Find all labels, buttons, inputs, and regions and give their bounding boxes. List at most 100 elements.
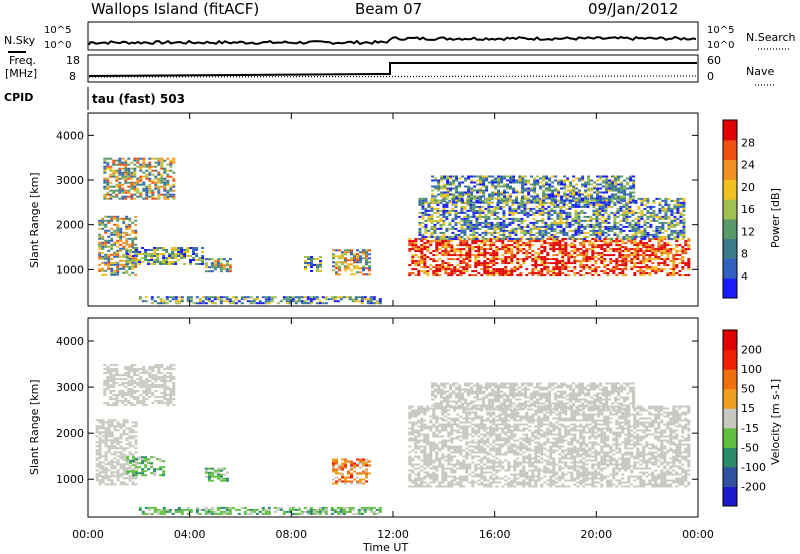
power-cell	[623, 179, 627, 182]
velocity-cell	[148, 366, 152, 369]
power-cell	[672, 264, 676, 267]
power-cell	[151, 165, 155, 168]
power-cell	[588, 240, 592, 243]
power-cell	[493, 205, 497, 208]
power-cell	[486, 240, 490, 243]
velocity-cell	[109, 404, 113, 407]
power-cell	[445, 217, 449, 220]
velocity-cell	[160, 396, 164, 399]
power-cell	[598, 211, 602, 214]
power-cell	[319, 260, 322, 262]
power-cell	[672, 260, 676, 263]
power-cell	[157, 161, 161, 164]
power-cell	[496, 223, 500, 226]
power-cell	[672, 268, 676, 271]
power-cell	[103, 185, 107, 188]
power-cell	[670, 207, 674, 210]
power-ylabel: Slant Range [km]	[28, 172, 41, 268]
velocity-cell	[131, 435, 135, 438]
power-cell	[555, 274, 559, 277]
power-cell	[458, 183, 462, 186]
power-cell	[586, 223, 590, 226]
power-cell	[608, 183, 612, 186]
power-cell	[443, 185, 447, 188]
power-cell	[424, 225, 428, 228]
power-cell	[583, 215, 587, 218]
power-cell	[603, 244, 607, 247]
power-cell	[475, 231, 479, 234]
power-cell	[438, 266, 442, 269]
power-cell	[622, 215, 626, 218]
power-cell	[506, 179, 510, 182]
power-cell	[520, 205, 524, 208]
power-cell	[548, 179, 552, 182]
power-cell	[539, 201, 543, 204]
velocity-cell	[128, 441, 132, 444]
velocity-cell	[110, 467, 114, 470]
velocity-cell	[417, 429, 421, 432]
power-cell	[469, 237, 473, 240]
power-cell	[595, 207, 599, 210]
velocity-cell	[122, 425, 126, 428]
power-cell	[503, 183, 507, 186]
power-cell	[532, 207, 536, 210]
power-cell	[310, 258, 313, 260]
velocity-cell	[126, 456, 130, 459]
power-cell	[270, 296, 274, 299]
velocity-cell	[101, 477, 105, 480]
power-cell	[118, 177, 122, 180]
power-cell	[110, 237, 114, 240]
power-cell	[156, 302, 160, 305]
power-cell	[204, 262, 208, 265]
power-cell	[138, 251, 142, 253]
power-cell	[550, 223, 554, 226]
power-cell	[433, 235, 437, 238]
velocity-cell	[101, 471, 105, 474]
power-cell	[107, 249, 111, 252]
power-cell	[617, 183, 621, 186]
power-cell	[441, 246, 445, 249]
power-cell	[463, 215, 467, 218]
noise-left-tick-bottom: 10^0	[44, 40, 71, 51]
power-cell	[139, 195, 143, 198]
power-cell	[452, 183, 456, 186]
power-cell	[538, 203, 542, 206]
velocity-cell	[160, 378, 164, 381]
power-cell	[592, 203, 596, 206]
velocity-cell	[122, 463, 126, 466]
power-cell	[563, 179, 567, 182]
power-cell	[572, 197, 576, 200]
power-cell	[107, 239, 111, 242]
power-cell	[356, 271, 359, 274]
power-cell	[477, 262, 481, 265]
power-cell	[195, 296, 199, 299]
power-cell	[443, 177, 447, 180]
power-cell	[360, 302, 364, 305]
velocity-cell	[110, 421, 114, 424]
power-cell	[634, 227, 638, 230]
power-cell	[420, 254, 424, 257]
power-cell	[587, 179, 591, 182]
velocity-cell	[341, 458, 344, 461]
power-cell	[578, 195, 582, 198]
velocity-cell	[134, 431, 138, 434]
power-cell	[565, 211, 569, 214]
power-cell	[116, 245, 120, 248]
power-cell	[368, 261, 371, 264]
power-cell	[676, 197, 680, 200]
power-cell	[338, 265, 341, 268]
power-cell	[586, 205, 590, 208]
velocity-cell	[95, 463, 99, 466]
power-cell	[101, 251, 105, 254]
power-cell	[129, 251, 133, 253]
power-cell	[169, 169, 173, 172]
power-cell	[113, 261, 117, 264]
velocity-cell	[110, 483, 114, 486]
power-cell	[104, 269, 108, 272]
power-cell	[362, 257, 365, 260]
power-cell	[462, 242, 466, 245]
power-cell	[127, 189, 131, 192]
power-cell	[183, 253, 187, 255]
power-cell	[673, 219, 677, 222]
power-cell	[651, 254, 655, 257]
